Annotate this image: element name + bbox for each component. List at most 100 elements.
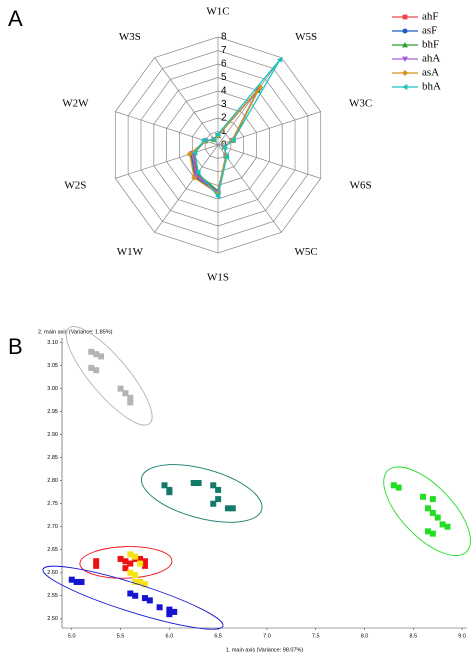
x-tick-label: 5.0	[68, 633, 76, 639]
point	[137, 578, 144, 585]
group-ellipse	[140, 464, 263, 523]
marker	[402, 56, 408, 62]
point	[141, 558, 148, 565]
marker	[192, 173, 199, 179]
x-tick-label: 5.5	[117, 633, 125, 639]
y-tick-label: 2.65	[47, 547, 58, 553]
y-tick-label: 3.00	[47, 386, 58, 392]
y-tick-label: 2.75	[47, 501, 58, 507]
r-tick-label: 8	[221, 32, 227, 43]
point	[420, 493, 427, 500]
r-tick-label: 5	[221, 72, 227, 83]
point	[127, 560, 134, 567]
marker	[191, 174, 198, 181]
marker	[215, 193, 221, 200]
marker	[195, 169, 201, 176]
point	[141, 595, 148, 602]
x-tick-label: 6.0	[166, 633, 174, 639]
axis-label: W3S	[119, 31, 141, 43]
point	[434, 514, 441, 521]
y-tick-label: 3.05	[47, 363, 58, 369]
point	[132, 592, 139, 599]
point	[117, 385, 124, 392]
point	[424, 505, 431, 512]
point	[161, 482, 168, 489]
point	[73, 578, 80, 585]
marker	[402, 42, 408, 48]
marker	[221, 144, 227, 151]
point	[210, 500, 217, 507]
point	[132, 553, 139, 560]
point	[166, 489, 173, 496]
point	[390, 482, 397, 489]
point	[127, 551, 134, 558]
axis-label: W5S	[295, 31, 317, 43]
point	[229, 505, 236, 512]
marker	[200, 137, 207, 144]
y-tick-label: 2.90	[47, 432, 58, 438]
point	[141, 562, 148, 569]
point	[141, 581, 148, 588]
group-ellipse	[42, 565, 224, 630]
marker	[223, 154, 230, 161]
marker	[215, 131, 221, 138]
point	[137, 555, 144, 562]
axis-label: W2S	[64, 180, 86, 192]
x-tick-label: 8.5	[409, 633, 417, 639]
point	[190, 480, 197, 486]
r-tick-label: 7	[221, 45, 227, 56]
x-axis-label: 1. main axis (Variance: 98.07%)	[226, 647, 304, 653]
marker	[402, 84, 408, 90]
point	[122, 390, 129, 397]
r-tick-label: 1	[221, 126, 227, 137]
legend-label: bhF	[422, 39, 439, 51]
point	[127, 590, 134, 597]
point	[429, 509, 436, 516]
axis-label: W1W	[117, 246, 144, 258]
point	[424, 528, 431, 535]
point	[224, 505, 231, 512]
r-tick-label: 4	[221, 86, 227, 97]
axis-label: W1S	[207, 272, 229, 284]
x-tick-label: 7.5	[312, 633, 320, 639]
marker	[230, 136, 236, 143]
point	[195, 480, 202, 486]
marker	[402, 28, 408, 34]
spoke	[115, 144, 219, 179]
point	[429, 496, 436, 503]
marker	[191, 149, 198, 156]
marker	[211, 136, 217, 143]
point	[117, 555, 124, 562]
spoke	[115, 111, 219, 146]
x-tick-label: 7.0	[263, 633, 271, 639]
point	[122, 565, 129, 572]
y-tick-label: 2.70	[47, 524, 58, 530]
point	[88, 364, 95, 371]
y-tick-label: 2.85	[47, 455, 58, 461]
spoke	[217, 144, 321, 179]
y-tick-label: 2.95	[47, 409, 58, 415]
point	[444, 523, 451, 530]
point	[132, 578, 139, 585]
point	[93, 367, 100, 374]
spoke	[154, 144, 219, 233]
panel-label: A	[8, 6, 23, 31]
y-tick-label: 2.60	[47, 570, 58, 576]
r-tick-label: 2	[221, 113, 227, 124]
group-ellipse	[383, 466, 471, 557]
point	[171, 608, 178, 615]
x-tick-label: 6.5	[214, 633, 222, 639]
marker	[276, 56, 283, 63]
marker	[402, 70, 408, 76]
y-tick-label: 2.55	[47, 593, 58, 599]
y-tick-label: 3.10	[47, 340, 58, 346]
point	[166, 611, 173, 618]
r-tick-label: 3	[221, 99, 227, 110]
axis-label: W3C	[349, 97, 372, 109]
legend-label: ahF	[422, 11, 439, 23]
y-tick-label: 2.80	[47, 478, 58, 484]
point	[166, 606, 173, 613]
point	[78, 578, 85, 585]
point	[88, 348, 95, 355]
